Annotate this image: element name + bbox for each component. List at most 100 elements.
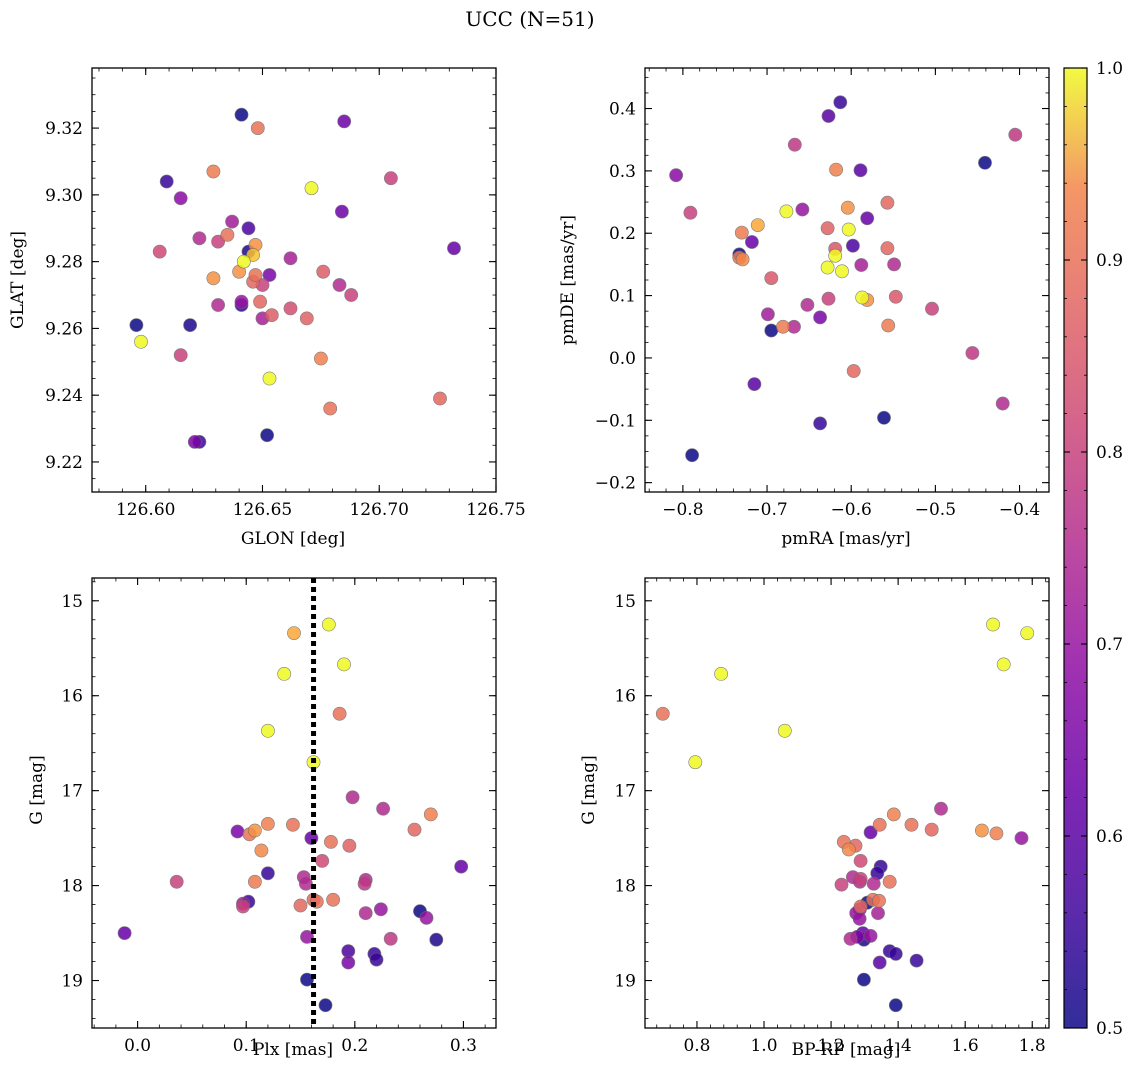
scatter-point xyxy=(159,174,174,189)
scatter-point xyxy=(761,307,775,322)
scatter-point xyxy=(277,667,292,681)
scatter-point xyxy=(787,137,802,152)
colorbar-tick-label: 0.9 xyxy=(1096,251,1123,271)
scatter-point xyxy=(313,351,328,366)
plx-g-axis-label: G [mag] xyxy=(27,755,47,824)
scatter-point xyxy=(315,854,330,868)
scatter-point xyxy=(283,251,298,266)
figure-title: UCC (N=51) xyxy=(465,7,594,31)
colorbar-tick-label: 0.5 xyxy=(1096,1019,1123,1039)
scatter-point xyxy=(134,334,148,349)
scatter-point xyxy=(813,416,827,431)
scatter-point xyxy=(989,826,1004,841)
scatter-point xyxy=(211,298,225,312)
colorbar-tick-label: 1.0 xyxy=(1096,59,1123,79)
scatter-point xyxy=(433,391,447,406)
panel-plx-g: 0.0 0.1 0.2 0.3 15 16 17 18 19 Plx [mas] G [mag] xyxy=(27,577,497,1060)
scatter-point xyxy=(206,164,221,179)
scatter-point xyxy=(254,843,269,858)
scatter-point xyxy=(318,998,333,1013)
scatter-point xyxy=(264,308,279,322)
scatter-point xyxy=(129,318,144,332)
panel-pmra-pmde-points xyxy=(669,95,1023,463)
glat-axis-label: GLAT [deg] xyxy=(8,231,28,329)
scatter-point xyxy=(321,617,336,632)
scatter-point xyxy=(776,319,790,334)
scatter-point xyxy=(447,241,461,256)
scatter-point xyxy=(383,171,398,186)
scatter-point xyxy=(835,264,849,279)
scatter-point xyxy=(1008,127,1023,142)
scatter-point xyxy=(1014,831,1029,845)
scatter-point xyxy=(934,801,948,816)
scatter-point xyxy=(821,109,836,123)
scatter-point xyxy=(285,817,300,832)
scatter-point xyxy=(299,311,314,326)
y-tick-label: 17 xyxy=(61,782,83,802)
scatter-point xyxy=(341,955,356,970)
x-tick-label: 0.0 xyxy=(124,1036,151,1056)
scatter-point xyxy=(183,318,197,332)
scatter-point xyxy=(887,257,901,272)
scatter-point xyxy=(419,911,434,925)
scatter-point xyxy=(429,932,444,947)
scatter-point xyxy=(843,931,858,946)
scatter-point xyxy=(423,807,438,822)
axes-frame xyxy=(91,577,497,1029)
scatter-point xyxy=(262,268,277,282)
scatter-point xyxy=(152,244,167,259)
axes-frame xyxy=(644,577,1050,1029)
panel-pmra-pmde: −0.8 −0.7 −0.6 −0.5 −0.4 −0.2 −0.1 0.0 0.1 0.2 0.3… xyxy=(558,67,1050,549)
scatter-point xyxy=(236,254,251,269)
scatter-point xyxy=(225,214,239,229)
scatter-point xyxy=(866,876,881,891)
scatter-point xyxy=(834,877,849,892)
y-tick-label: 18 xyxy=(614,877,636,897)
scatter-point xyxy=(1020,626,1035,640)
scatter-point xyxy=(735,252,750,267)
scatter-point xyxy=(846,238,860,253)
scatter-point xyxy=(332,278,347,292)
scatter-point xyxy=(187,434,202,449)
scatter-point xyxy=(924,822,939,837)
scatter-point xyxy=(323,835,338,849)
y-tick-label: 0.3 xyxy=(609,162,636,182)
panel-glon-glat: 126.60 126.65 126.70 126.75 9.22 9.24 9.26 9.28… xyxy=(8,67,526,549)
scatter-point xyxy=(326,892,340,907)
scatter-point xyxy=(747,377,762,391)
scatter-point xyxy=(764,271,779,285)
scatter-point xyxy=(248,268,263,282)
scatter-point xyxy=(764,323,779,338)
scatter-point xyxy=(829,162,843,177)
scatter-point xyxy=(882,874,897,889)
scatter-point xyxy=(909,953,924,968)
pmra-axis-label: pmRA [mas/yr] xyxy=(781,529,910,549)
axes-frame xyxy=(91,67,497,493)
x-tick-label: 0.8 xyxy=(683,1036,710,1056)
scatter-point xyxy=(734,225,749,240)
x-tick-label: −0.5 xyxy=(915,500,956,520)
scatter-point xyxy=(293,898,308,913)
scatter-point xyxy=(841,222,856,237)
scatter-point xyxy=(260,866,275,881)
scatter-point xyxy=(688,755,703,770)
x-tick-label: −0.7 xyxy=(746,500,787,520)
scatter-point xyxy=(683,205,698,220)
y-tick-label: 17 xyxy=(614,782,636,802)
colorbar-ticks: 0.5 0.6 0.7 0.8 0.9 1.0 xyxy=(1063,59,1123,1039)
y-tick-label: 19 xyxy=(61,972,83,992)
scatter-point xyxy=(820,260,835,275)
panel-glon-glat-axes: 126.60 126.65 126.70 126.75 9.22 9.24 9.26 9.28… xyxy=(45,67,526,520)
y-tick-label: 0.4 xyxy=(609,100,636,120)
scatter-point xyxy=(117,926,132,940)
scatter-point xyxy=(978,155,992,170)
scatter-point xyxy=(685,448,699,463)
scatter-point xyxy=(853,854,868,868)
scatter-point xyxy=(863,825,878,840)
scatter-point xyxy=(855,290,870,305)
panel-bprp-g: 0.8 1.0 1.2 1.4 1.6 1.8 15 16 17 18 19 BP-RP [mag]… xyxy=(579,577,1050,1060)
scatter-point xyxy=(260,428,274,443)
x-tick-label: 1.0 xyxy=(750,1036,777,1056)
scatter-point xyxy=(863,929,878,943)
scatter-point xyxy=(995,396,1010,411)
